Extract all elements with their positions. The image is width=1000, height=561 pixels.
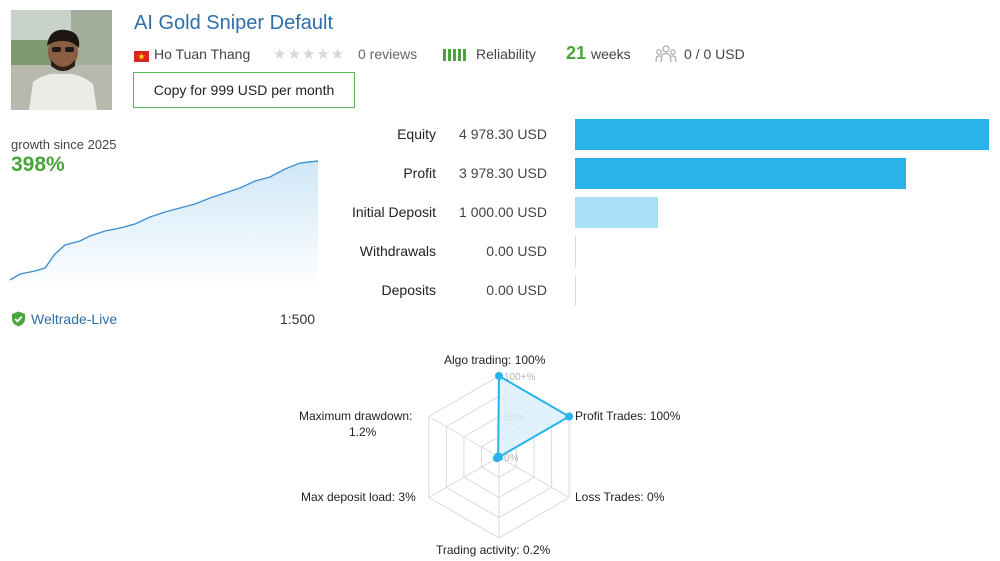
subscribers-icon: [655, 44, 677, 69]
radar-grid-ring: [445, 395, 553, 519]
stat-value: 0.00 USD: [486, 282, 547, 298]
weeks-count: 21: [566, 43, 587, 63]
growth-label: growth since 2025: [11, 137, 117, 152]
reliability-bars-icon: [443, 49, 466, 61]
radar-axis-label: Profit Trades: 100%: [575, 409, 681, 423]
radar-spoke: [428, 416, 500, 458]
radar-axis-label: Trading activity: 0.2%: [436, 543, 551, 557]
stat-bar: [575, 119, 989, 150]
stat-label: Initial Deposit: [351, 204, 436, 220]
radar-grid-ring: [463, 415, 535, 499]
reviews-count[interactable]: 0 reviews: [358, 46, 418, 62]
avatar-photo: [11, 10, 112, 110]
stat-bar: [575, 197, 658, 228]
subscribers-funds: 0 / 0 USD: [684, 46, 745, 62]
stat-value: 3 978.30 USD: [459, 165, 547, 181]
radar-axis-label: Algo trading: 100%: [444, 353, 546, 367]
weeks-label: weeks: [591, 46, 631, 62]
stat-bar: [575, 275, 576, 306]
radar-scale-label: 50%: [504, 413, 524, 424]
stat-value: 4 978.30 USD: [459, 126, 547, 142]
stat-bar: [575, 236, 576, 267]
leverage-value: 1:500: [280, 311, 316, 327]
growth-value: 398%: [11, 153, 65, 176]
radar-grid-ring: [428, 375, 570, 539]
copy-signal-button[interactable]: Copy for 999 USD per month: [133, 72, 355, 108]
stat-value: 1 000.00 USD: [459, 204, 547, 220]
author-name[interactable]: Ho Tuan Thang: [154, 46, 251, 62]
radar-point: [495, 372, 503, 380]
radar-point: [565, 412, 574, 421]
radar-spoke: [498, 416, 570, 458]
radar-scale-label: 100+%: [504, 372, 536, 383]
growth-sparkline[interactable]: [9, 150, 320, 295]
vietnam-flag-icon: [134, 49, 149, 62]
stat-label: Equity: [397, 126, 436, 142]
radar-point: [494, 452, 503, 461]
rating-stars-icon[interactable]: ★★★★★: [273, 46, 346, 63]
radar-data-area: [496, 374, 572, 460]
radar-spoke: [498, 456, 570, 498]
stat-label: Profit: [403, 165, 436, 181]
radar-point: [495, 453, 503, 461]
radar-scale-label: 0%: [504, 453, 519, 464]
stat-value: 0.00 USD: [486, 243, 547, 259]
radar-point: [495, 453, 503, 462]
radar-axis-label: Max deposit load: 3%: [301, 490, 416, 504]
stat-bar: [575, 158, 906, 189]
radar-grid-ring: [480, 436, 518, 478]
radar-axis-label: Maximum drawdown:: [299, 409, 413, 423]
radar-spoke: [428, 456, 500, 498]
stat-label: Withdrawals: [359, 243, 436, 259]
radar-point: [492, 454, 501, 463]
radar-axis-value: 1.2%: [349, 425, 377, 439]
broker-server-link[interactable]: Weltrade-Live: [31, 311, 118, 327]
stat-label: Deposits: [381, 282, 436, 298]
signal-title[interactable]: AI Gold Sniper Default: [134, 12, 333, 34]
verified-shield-icon: [11, 311, 26, 332]
author-avatar[interactable]: [11, 10, 112, 110]
reliability-label: Reliability: [476, 46, 536, 62]
radar-axis-label: Loss Trades: 0%: [575, 490, 665, 504]
